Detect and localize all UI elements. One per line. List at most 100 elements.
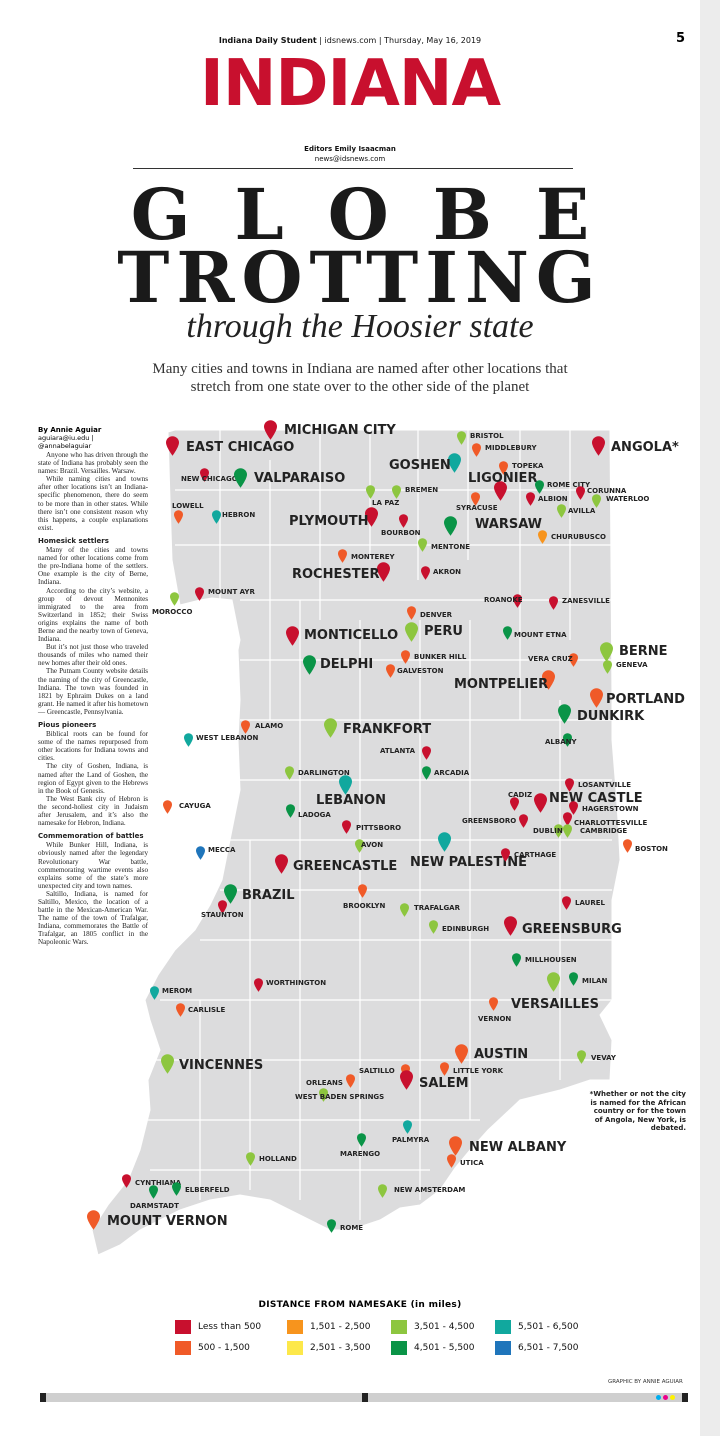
- registration-mark: [682, 1393, 688, 1402]
- paragraph: While naming cities and towns after othe…: [38, 475, 148, 532]
- map-pin-icon: [501, 848, 510, 862]
- yellow-dot: [670, 1395, 675, 1400]
- map-pin-icon: [319, 1088, 328, 1102]
- map-pin-icon: [440, 1062, 449, 1076]
- city-label: TOPEKA: [512, 462, 544, 470]
- city-label: CARLISLE: [188, 1006, 226, 1014]
- map-pin-icon: [558, 704, 571, 724]
- legend-swatch: [495, 1341, 511, 1355]
- city-label: DENVER: [420, 611, 453, 619]
- city-label: ARCADIA: [434, 769, 470, 777]
- paragraph: Saltillo, Indiana, is named for Saltillo…: [38, 889, 148, 947]
- city-label: CYNTHIANA: [135, 1179, 181, 1187]
- map-pin-icon: [603, 660, 612, 674]
- map-pin-icon: [218, 900, 227, 914]
- city-label: MILLHOUSEN: [525, 956, 577, 964]
- map-pin-icon: [438, 832, 451, 852]
- map-pin-icon: [176, 1003, 185, 1017]
- deck: Many cities and towns in Indiana are nam…: [152, 361, 568, 395]
- city-label: GOSHEN: [389, 458, 451, 473]
- paragraph: Anyone who has driven through the state …: [38, 451, 148, 476]
- map-pin-icon: [489, 997, 498, 1011]
- map-pin-icon: [549, 596, 558, 610]
- map-pin-icon: [569, 972, 578, 986]
- map-pin-icon: [303, 655, 316, 675]
- city-label: DARLINGTON: [298, 769, 350, 777]
- paragraph: The city of Goshen, Indiana, is named af…: [38, 762, 148, 795]
- city-label: CAYUGA: [179, 802, 211, 810]
- map-pin-icon: [422, 746, 431, 760]
- city-label: DUNKIRK: [577, 709, 645, 724]
- editors-name: Editors Emily Isaacman: [304, 145, 396, 153]
- map-pin-icon: [535, 480, 544, 494]
- map-pin-icon: [161, 1054, 174, 1074]
- map-pin-icon: [378, 1184, 387, 1198]
- byline: By Annie Aguiar aguiara@iu.edu | @annabe…: [38, 426, 148, 450]
- map-pin-icon: [342, 820, 351, 834]
- city-label: WEST LEBANON: [196, 734, 259, 742]
- legend-label: 500 - 1,500: [198, 1343, 250, 1353]
- city-label: LAUREL: [575, 899, 605, 907]
- section-flag: INDIANA: [200, 47, 501, 121]
- map-pin-icon: [357, 1133, 366, 1147]
- map-pin-icon: [196, 846, 205, 860]
- editors-email: news@idsnews.com: [314, 155, 386, 163]
- map-pin-icon: [401, 650, 410, 664]
- city-label: VEVAY: [591, 1054, 616, 1062]
- city-label: EAST CHICAGO: [186, 440, 295, 455]
- city-label: BOSTON: [635, 845, 668, 853]
- map-pin-icon: [592, 436, 605, 456]
- legend-swatch: [391, 1341, 407, 1355]
- map-pin-icon: [421, 566, 430, 580]
- magenta-dot: [663, 1395, 668, 1400]
- map-pin-icon: [600, 642, 613, 662]
- map-pin-icon: [200, 468, 209, 482]
- map-pin-icon: [122, 1174, 131, 1188]
- city-label: CARTHAGE: [514, 851, 557, 859]
- byline-contact: aguiara@iu.edu | @annabelaguiar: [38, 434, 94, 450]
- map-pin-icon: [623, 839, 632, 853]
- city-label: ELBERFELD: [185, 1186, 230, 1194]
- city-label: MARENGO: [340, 1150, 381, 1158]
- city-label: PERU: [424, 624, 463, 639]
- city-label: MOUNT VERNON: [107, 1214, 228, 1229]
- legend-swatch: [287, 1320, 303, 1334]
- city-label: HOLLAND: [259, 1155, 297, 1163]
- city-label: NEW CHICAGO: [181, 475, 238, 483]
- subhead: Pious pioneers: [38, 721, 97, 729]
- city-label: CORUNNA: [587, 487, 627, 495]
- city-label: CHARLOTTESVILLE: [574, 819, 648, 827]
- map-pin-icon: [526, 492, 535, 506]
- map-pin-icon: [403, 1120, 412, 1134]
- map-pin-icon: [212, 510, 221, 524]
- city-label: HEBRON: [222, 511, 256, 519]
- map-pin-icon: [554, 824, 563, 838]
- divider: [133, 168, 573, 169]
- map-pin-icon: [471, 492, 480, 506]
- map-pin-icon: [576, 486, 585, 500]
- city-label: MILAN: [582, 977, 608, 985]
- city-label: MOROCCO: [152, 608, 193, 616]
- map-pin-icon: [455, 1044, 468, 1064]
- city-label: DUBLIN: [533, 827, 563, 835]
- city-label: MONTICELLO: [304, 628, 399, 643]
- legend-swatch: [175, 1341, 191, 1355]
- headline-subtitle: through the Hoosier state: [186, 308, 534, 345]
- map-pin-icon: [392, 485, 401, 499]
- city-label: TRAFALGAR: [414, 904, 460, 912]
- map-pin-icon: [174, 510, 183, 524]
- city-label: ROME CITY: [547, 481, 591, 489]
- map-pin-icon: [418, 538, 427, 552]
- map-pin-icon: [377, 562, 390, 582]
- city-label: NEW CASTLE: [549, 791, 643, 806]
- city-label: WORTHINGTON: [266, 979, 327, 987]
- legend-label: 5,501 - 6,500: [518, 1322, 579, 1332]
- city-label: ALAMO: [255, 722, 284, 730]
- legend-swatch: [175, 1320, 191, 1334]
- city-label: GREENSBORO: [462, 817, 517, 825]
- map-pin-icon: [149, 1185, 158, 1199]
- city-label: GALVESTON: [397, 667, 444, 675]
- map-pin-icon: [166, 436, 179, 456]
- map-pin-icon: [542, 670, 555, 690]
- city-label: LOWELL: [172, 502, 204, 510]
